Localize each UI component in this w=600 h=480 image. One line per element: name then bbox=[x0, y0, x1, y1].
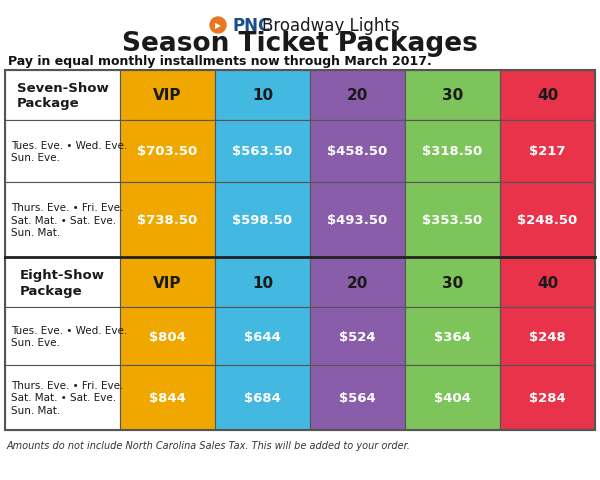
Text: Season Ticket Packages: Season Ticket Packages bbox=[122, 31, 478, 57]
Text: $364: $364 bbox=[434, 330, 471, 343]
Text: Seven-Show
Package: Seven-Show Package bbox=[17, 81, 109, 110]
Text: $598.50: $598.50 bbox=[232, 214, 293, 227]
Text: Eight-Show
Package: Eight-Show Package bbox=[20, 268, 105, 297]
Circle shape bbox=[210, 18, 226, 34]
Text: 20: 20 bbox=[347, 88, 368, 103]
Text: $493.50: $493.50 bbox=[328, 214, 388, 227]
Text: VIP: VIP bbox=[153, 275, 182, 290]
Text: $217: $217 bbox=[529, 145, 566, 158]
Bar bbox=[405, 182, 500, 257]
Text: Broadway Lights: Broadway Lights bbox=[262, 17, 400, 35]
Text: Amounts do not include North Carolina Sales Tax. This will be added to your orde: Amounts do not include North Carolina Sa… bbox=[7, 440, 411, 450]
Bar bbox=[405, 121, 500, 182]
Text: $738.50: $738.50 bbox=[137, 214, 197, 227]
Text: 40: 40 bbox=[537, 275, 558, 290]
Text: Tues. Eve. • Wed. Eve.
Sun. Eve.: Tues. Eve. • Wed. Eve. Sun. Eve. bbox=[11, 141, 127, 163]
Bar bbox=[5, 257, 120, 307]
Bar bbox=[500, 182, 595, 257]
Text: Tues. Eve. • Wed. Eve.
Sun. Eve.: Tues. Eve. • Wed. Eve. Sun. Eve. bbox=[11, 325, 127, 348]
Bar bbox=[215, 71, 310, 121]
Bar bbox=[5, 307, 120, 365]
Text: 10: 10 bbox=[252, 275, 273, 290]
Text: $318.50: $318.50 bbox=[422, 145, 482, 158]
Bar bbox=[310, 257, 405, 307]
Text: 30: 30 bbox=[442, 275, 463, 290]
Bar bbox=[215, 182, 310, 257]
Bar bbox=[310, 121, 405, 182]
Bar bbox=[310, 365, 405, 430]
Bar bbox=[120, 121, 215, 182]
Text: PNC: PNC bbox=[232, 17, 270, 35]
Text: $644: $644 bbox=[244, 330, 281, 343]
Text: $524: $524 bbox=[339, 330, 376, 343]
Bar bbox=[405, 71, 500, 121]
Bar bbox=[500, 365, 595, 430]
Bar bbox=[215, 257, 310, 307]
Text: $404: $404 bbox=[434, 391, 471, 404]
Bar bbox=[405, 307, 500, 365]
Text: $684: $684 bbox=[244, 391, 281, 404]
Text: $844: $844 bbox=[149, 391, 186, 404]
Text: $564: $564 bbox=[339, 391, 376, 404]
Text: 10: 10 bbox=[252, 88, 273, 103]
Text: Thurs. Eve. • Fri. Eve.
Sat. Mat. • Sat. Eve.
Sun. Mat.: Thurs. Eve. • Fri. Eve. Sat. Mat. • Sat.… bbox=[11, 380, 124, 415]
Text: $804: $804 bbox=[149, 330, 186, 343]
Bar bbox=[120, 182, 215, 257]
Bar bbox=[5, 71, 120, 121]
Text: $703.50: $703.50 bbox=[137, 145, 197, 158]
Text: Thurs. Eve. • Fri. Eve.
Sat. Mat. • Sat. Eve.
Sun. Mat.: Thurs. Eve. • Fri. Eve. Sat. Mat. • Sat.… bbox=[11, 203, 124, 238]
Text: $458.50: $458.50 bbox=[328, 145, 388, 158]
Text: $248.50: $248.50 bbox=[517, 214, 578, 227]
Bar bbox=[120, 257, 215, 307]
Text: 30: 30 bbox=[442, 88, 463, 103]
Bar bbox=[500, 257, 595, 307]
Text: $353.50: $353.50 bbox=[422, 214, 482, 227]
Bar bbox=[500, 307, 595, 365]
Bar bbox=[500, 121, 595, 182]
Bar bbox=[120, 71, 215, 121]
Bar bbox=[215, 307, 310, 365]
Bar bbox=[5, 71, 595, 430]
Bar bbox=[310, 71, 405, 121]
Text: 20: 20 bbox=[347, 275, 368, 290]
Bar bbox=[405, 257, 500, 307]
Text: $284: $284 bbox=[529, 391, 566, 404]
Text: $248: $248 bbox=[529, 330, 566, 343]
Text: Pay in equal monthly installments now through March 2017.: Pay in equal monthly installments now th… bbox=[8, 55, 432, 68]
Bar bbox=[215, 121, 310, 182]
Bar bbox=[5, 365, 120, 430]
Bar bbox=[5, 121, 120, 182]
Bar bbox=[500, 71, 595, 121]
Bar bbox=[310, 182, 405, 257]
Bar bbox=[120, 307, 215, 365]
Bar bbox=[405, 365, 500, 430]
Bar bbox=[215, 365, 310, 430]
Bar bbox=[310, 307, 405, 365]
Bar bbox=[5, 182, 120, 257]
Text: $563.50: $563.50 bbox=[232, 145, 293, 158]
Text: ▶: ▶ bbox=[215, 22, 221, 30]
Text: 40: 40 bbox=[537, 88, 558, 103]
Bar bbox=[120, 365, 215, 430]
Text: VIP: VIP bbox=[153, 88, 182, 103]
